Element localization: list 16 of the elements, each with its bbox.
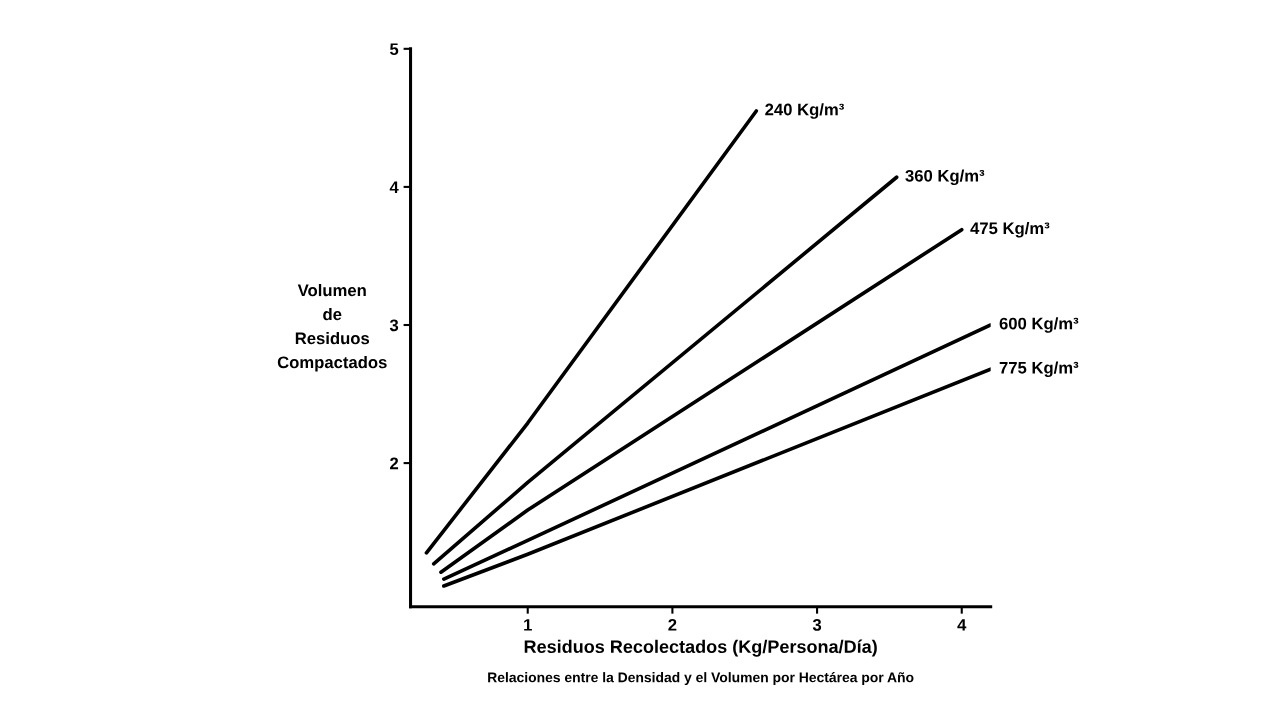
- y-tick-label: 5: [389, 43, 399, 56]
- y-axis-title: Volumen de Residuos Compactados: [277, 284, 387, 372]
- text: Relaciones entre la Densidad y el Volumen por Hectárea por Año: [488, 671, 914, 686]
- x-tick-label: 3: [812, 618, 822, 631]
- x-tick-label: 1: [524, 619, 532, 631]
- series-label: 240 Kg/m³: [765, 103, 844, 119]
- series-label: 475 Kg/m³: [970, 221, 1050, 238]
- y-tick-label: 4: [389, 181, 399, 193]
- series-label: 600 Kg/m³: [999, 317, 1079, 333]
- y-tick-label: 2: [390, 457, 399, 470]
- x-tick-label: 4: [957, 619, 967, 631]
- y-tick-label: 3: [389, 319, 399, 332]
- x-tick-label: 2: [668, 618, 677, 631]
- series-label: 360 Kg/m³: [905, 169, 985, 186]
- x-axis-title: Residuos Recolectados (Kg/Persona/Día): [524, 639, 877, 657]
- series-label: 775 Kg/m³: [999, 361, 1079, 377]
